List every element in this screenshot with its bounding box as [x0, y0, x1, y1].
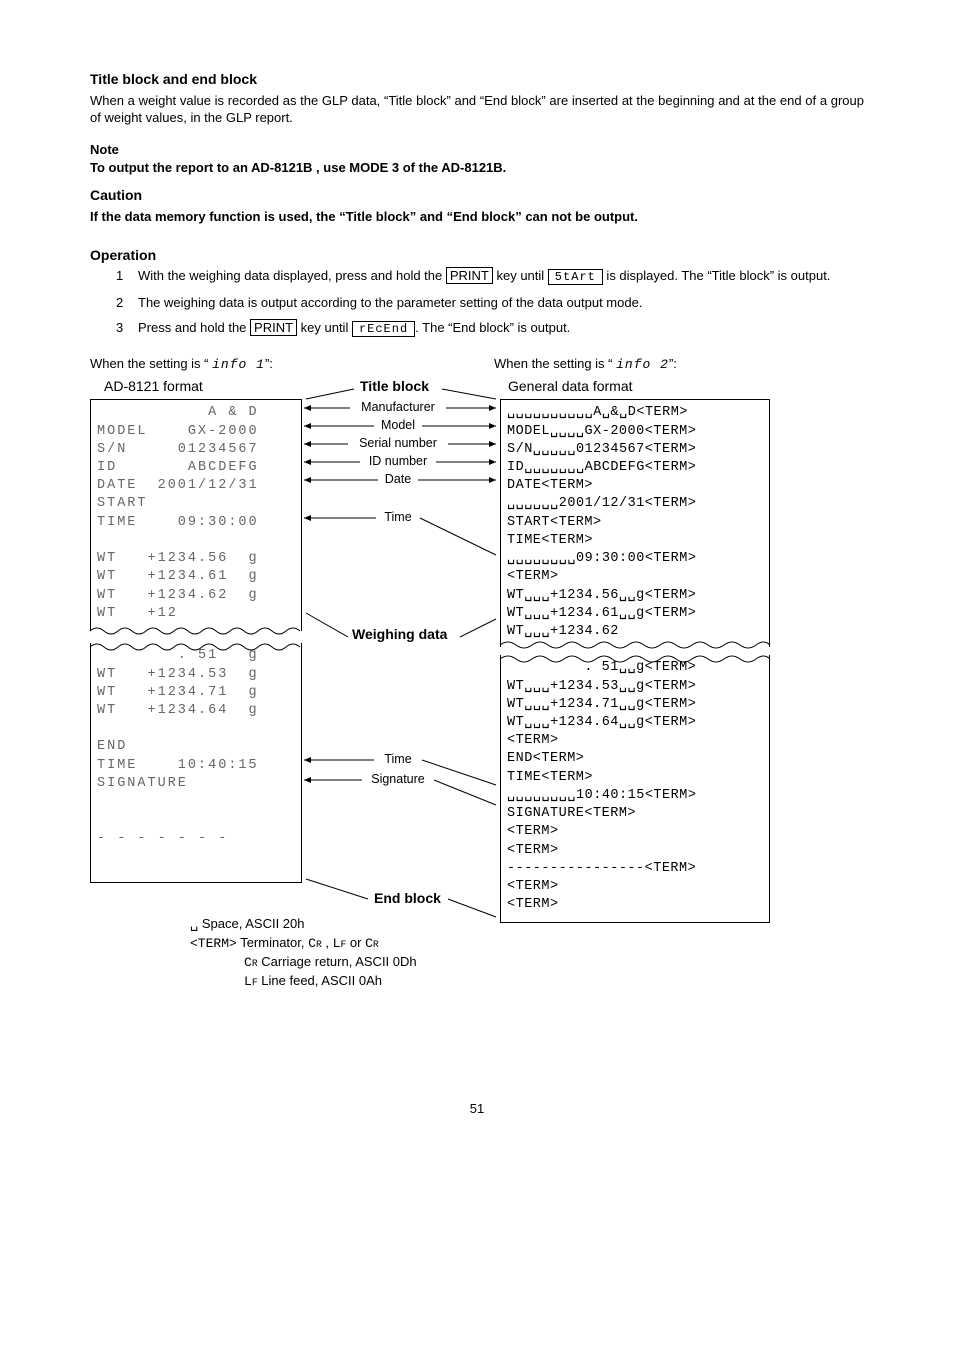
op1-mid: key until [493, 268, 548, 283]
legend-cr-desc: Carriage return, ASCII 0Dh [258, 954, 417, 969]
legend-cr-line: CR Carriage return, ASCII 0Dh [190, 953, 417, 972]
diagram: When the setting is “ info 1”: When the … [90, 355, 864, 1075]
legend-or: or [346, 935, 365, 950]
arrow-serial: Serial number [359, 436, 437, 450]
caution-heading: Caution [90, 186, 864, 205]
fmt-left-title: AD-8121 format [104, 377, 203, 396]
arrow-time-title: Time [384, 510, 411, 524]
operation-list: 1 With the weighing data displayed, pres… [90, 267, 864, 337]
arrow-date: Date [385, 472, 411, 486]
op-item-1: 1 With the weighing data displayed, pres… [116, 267, 864, 285]
label-end-block: End block [374, 889, 441, 908]
setting2-seg: info 2 [616, 357, 669, 372]
note-heading: Note [90, 141, 864, 159]
arrow-time-end: Time [384, 752, 411, 766]
left-printout-top: A & D MODEL GX-2000 S/N 01234567 ID ABCD… [90, 399, 302, 631]
operation-heading: Operation [90, 246, 864, 265]
label-weighing-data: Weighing data [352, 625, 447, 644]
setting1-post: ”: [265, 356, 273, 371]
seg-recend: rEcEnd [352, 321, 415, 337]
note-text: To output the report to an AD-8121B , us… [90, 159, 864, 177]
legend-lf2-l: L [244, 974, 252, 989]
op3-pre: Press and hold the [138, 320, 250, 335]
arrow-manufacturer: Manufacturer [361, 400, 435, 414]
op-item-3: 3 Press and hold the PRINT key until rEc… [116, 319, 864, 337]
legend-cr1-c: C [308, 936, 316, 951]
setting-1-label: When the setting is “ info 1”: [90, 355, 273, 374]
label-title-block: Title block [360, 377, 429, 396]
arrow-signature: Signature [371, 772, 425, 786]
intro-paragraph: When a weight value is recorded as the G… [90, 92, 864, 127]
setting2-pre: When the setting is “ [494, 356, 616, 371]
op-item-2: 2 The weighing data is output according … [116, 294, 864, 312]
fmt-right-title: General data format [508, 377, 633, 396]
legend-lf-desc: Line feed, ASCII 0Ah [258, 973, 382, 988]
legend-cr2-c: C [365, 936, 373, 951]
op-num-3: 3 [116, 319, 138, 337]
legend-comma: , [322, 935, 333, 950]
op-text-1: With the weighing data displayed, press … [138, 267, 864, 285]
setting1-pre: When the setting is “ [90, 356, 212, 371]
right-printout-bottom: . 51␣␣g<TERM> WT␣␣␣+1234.53␣␣g<TERM> WT␣… [500, 655, 770, 923]
legend: ␣ Space, ASCII 20h <TERM> Terminator, CR… [190, 915, 417, 991]
heading-title-block: Title block and end block [90, 70, 864, 89]
op-text-3: Press and hold the PRINT key until rEcEn… [138, 319, 864, 337]
legend-term-token: <TERM> [190, 936, 237, 951]
print-key-2: PRINT [250, 319, 297, 336]
legend-term: <TERM> Terminator, CR , LF or CR [190, 934, 417, 953]
setting2-post: ”: [669, 356, 677, 371]
setting1-seg: info 1 [212, 357, 265, 372]
op3-post: . The “End block” is output. [415, 320, 570, 335]
arrow-id: ID number [369, 454, 427, 468]
legend-cr2-r: R [373, 939, 379, 950]
setting-2-label: When the setting is “ info 2”: [494, 355, 677, 374]
op3-mid: key until [297, 320, 352, 335]
print-key-1: PRINT [446, 267, 493, 284]
right-printout-top: ␣␣␣␣␣␣␣␣␣␣A␣&␣D<TERM> MODEL␣␣␣␣GX-2000<T… [500, 399, 770, 647]
seg-start: 5tArt [548, 269, 603, 285]
op1-post: is displayed. The “Title block” is outpu… [603, 268, 831, 283]
legend-space: ␣ Space, ASCII 20h [190, 915, 417, 933]
caution-text: If the data memory function is used, the… [90, 208, 864, 226]
left-printout-bottom: . 51 g WT +1234.53 g WT +1234.71 g WT +1… [90, 643, 302, 883]
arrow-model: Model [381, 418, 415, 432]
page-number: 51 [90, 1100, 864, 1118]
op-num-1: 1 [116, 267, 138, 285]
op-num-2: 2 [116, 294, 138, 312]
legend-cr3-c: C [244, 955, 252, 970]
legend-term-text: Terminator, [237, 935, 305, 950]
op-text-2: The weighing data is output according to… [138, 294, 864, 312]
legend-lf-line: LF Line feed, ASCII 0Ah [190, 972, 417, 991]
op1-pre: With the weighing data displayed, press … [138, 268, 446, 283]
